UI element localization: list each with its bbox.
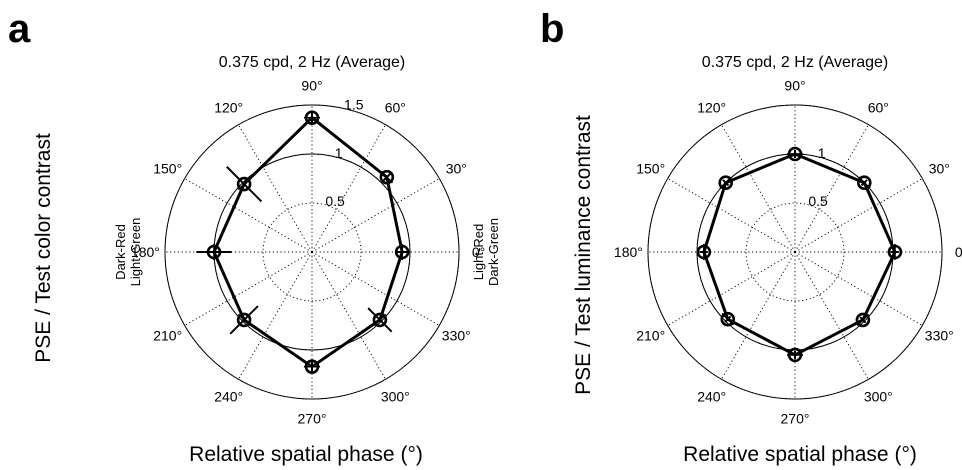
polar-grid-spoke bbox=[794, 178, 923, 253]
polar-grid-spoke bbox=[184, 251, 313, 326]
polar-grid-spoke bbox=[311, 124, 386, 253]
angle-tick-label: 60° bbox=[385, 100, 406, 116]
angle-tick-label: 150° bbox=[636, 161, 665, 177]
polar-grid-spoke bbox=[311, 251, 386, 380]
polar-grid-spoke bbox=[667, 251, 796, 326]
data-point bbox=[696, 244, 712, 260]
data-point bbox=[304, 359, 320, 374]
data-series-line bbox=[212, 116, 404, 369]
polar-grid-spoke bbox=[721, 251, 796, 380]
data-point bbox=[304, 110, 320, 126]
data-point bbox=[394, 244, 410, 260]
data-point bbox=[206, 244, 222, 260]
radial-tick-label: 0.5 bbox=[325, 193, 345, 209]
y-axis-label: PSE / Test luminance contrast bbox=[572, 115, 595, 395]
side-label-right: Light-Red bbox=[471, 224, 486, 280]
polar-grid-spoke bbox=[794, 251, 869, 380]
radial-tick-label: 1.5 bbox=[344, 97, 364, 113]
angle-tick-label: 90° bbox=[301, 77, 322, 93]
side-label-left: Dark-Red bbox=[113, 224, 128, 280]
data-point bbox=[787, 146, 803, 162]
panel-letter: a bbox=[8, 7, 31, 51]
polar-grid-spoke bbox=[238, 124, 313, 253]
polar-grid-ring bbox=[164, 104, 460, 400]
angle-tick-label: 270° bbox=[781, 411, 810, 427]
data-point bbox=[787, 347, 803, 363]
polar-grid-spoke bbox=[721, 124, 796, 253]
chart-title: 0.375 cpd, 2 Hz (Average) bbox=[219, 54, 405, 71]
data-point bbox=[236, 176, 252, 192]
panel-letter: b bbox=[540, 7, 564, 51]
x-axis-label: Relative spatial phase (°) bbox=[683, 443, 917, 466]
data-point bbox=[856, 175, 872, 191]
angle-tick-label: 180° bbox=[614, 244, 643, 260]
chart-title: 0.375 cpd, 2 Hz (Average) bbox=[702, 54, 888, 71]
polar-grid-ring bbox=[647, 104, 943, 400]
angle-tick-label: 30° bbox=[446, 161, 467, 177]
x-axis-label: Relative spatial phase (°) bbox=[189, 443, 423, 466]
angle-tick-label: 300° bbox=[864, 388, 893, 404]
polar-grid-ring bbox=[262, 202, 362, 302]
angle-tick-label: 60° bbox=[868, 100, 889, 116]
polar-grid-spoke bbox=[184, 178, 313, 253]
angle-tick-label: 180° bbox=[131, 244, 160, 260]
polar-grid-spoke bbox=[794, 251, 923, 326]
data-point bbox=[379, 169, 395, 185]
angle-tick-label: 330° bbox=[925, 327, 954, 343]
angle-tick-label: 330° bbox=[442, 327, 471, 343]
angle-tick-label: 30° bbox=[929, 161, 950, 177]
polar-grid-spoke bbox=[667, 178, 796, 253]
radial-tick-label: 0.5 bbox=[808, 193, 828, 209]
polar-grid-spoke bbox=[311, 251, 440, 326]
angle-tick-label: 150° bbox=[153, 161, 182, 177]
angle-tick-label: 210° bbox=[153, 327, 182, 343]
radial-tick-label: 1 bbox=[818, 145, 826, 161]
angle-tick-label: 210° bbox=[636, 327, 665, 343]
data-point bbox=[372, 312, 388, 328]
side-label-left: Light-Green bbox=[128, 218, 143, 287]
data-point bbox=[720, 311, 736, 327]
y-axis-label: PSE / Test color contrast bbox=[32, 133, 55, 363]
data-point bbox=[718, 175, 734, 191]
polar-grid-ring bbox=[745, 202, 845, 302]
polar-grid-spoke bbox=[238, 251, 313, 380]
data-point bbox=[855, 312, 871, 328]
angle-tick-label: 0° bbox=[955, 244, 962, 260]
angle-tick-label: 300° bbox=[381, 388, 410, 404]
angle-tick-label: 240° bbox=[214, 388, 243, 404]
side-label-right: Dark-Green bbox=[486, 218, 501, 286]
data-point bbox=[236, 312, 252, 328]
angle-tick-label: 240° bbox=[697, 388, 726, 404]
polar-grid-spoke bbox=[794, 124, 869, 253]
angle-tick-label: 90° bbox=[784, 77, 805, 93]
data-point bbox=[887, 244, 903, 260]
angle-tick-label: 120° bbox=[697, 100, 726, 116]
angle-tick-label: 120° bbox=[214, 100, 243, 116]
angle-tick-label: 0° bbox=[472, 244, 485, 260]
angle-tick-label: 270° bbox=[298, 411, 327, 427]
polar-grid-spoke bbox=[311, 178, 440, 253]
radial-tick-label: 1 bbox=[335, 145, 343, 161]
